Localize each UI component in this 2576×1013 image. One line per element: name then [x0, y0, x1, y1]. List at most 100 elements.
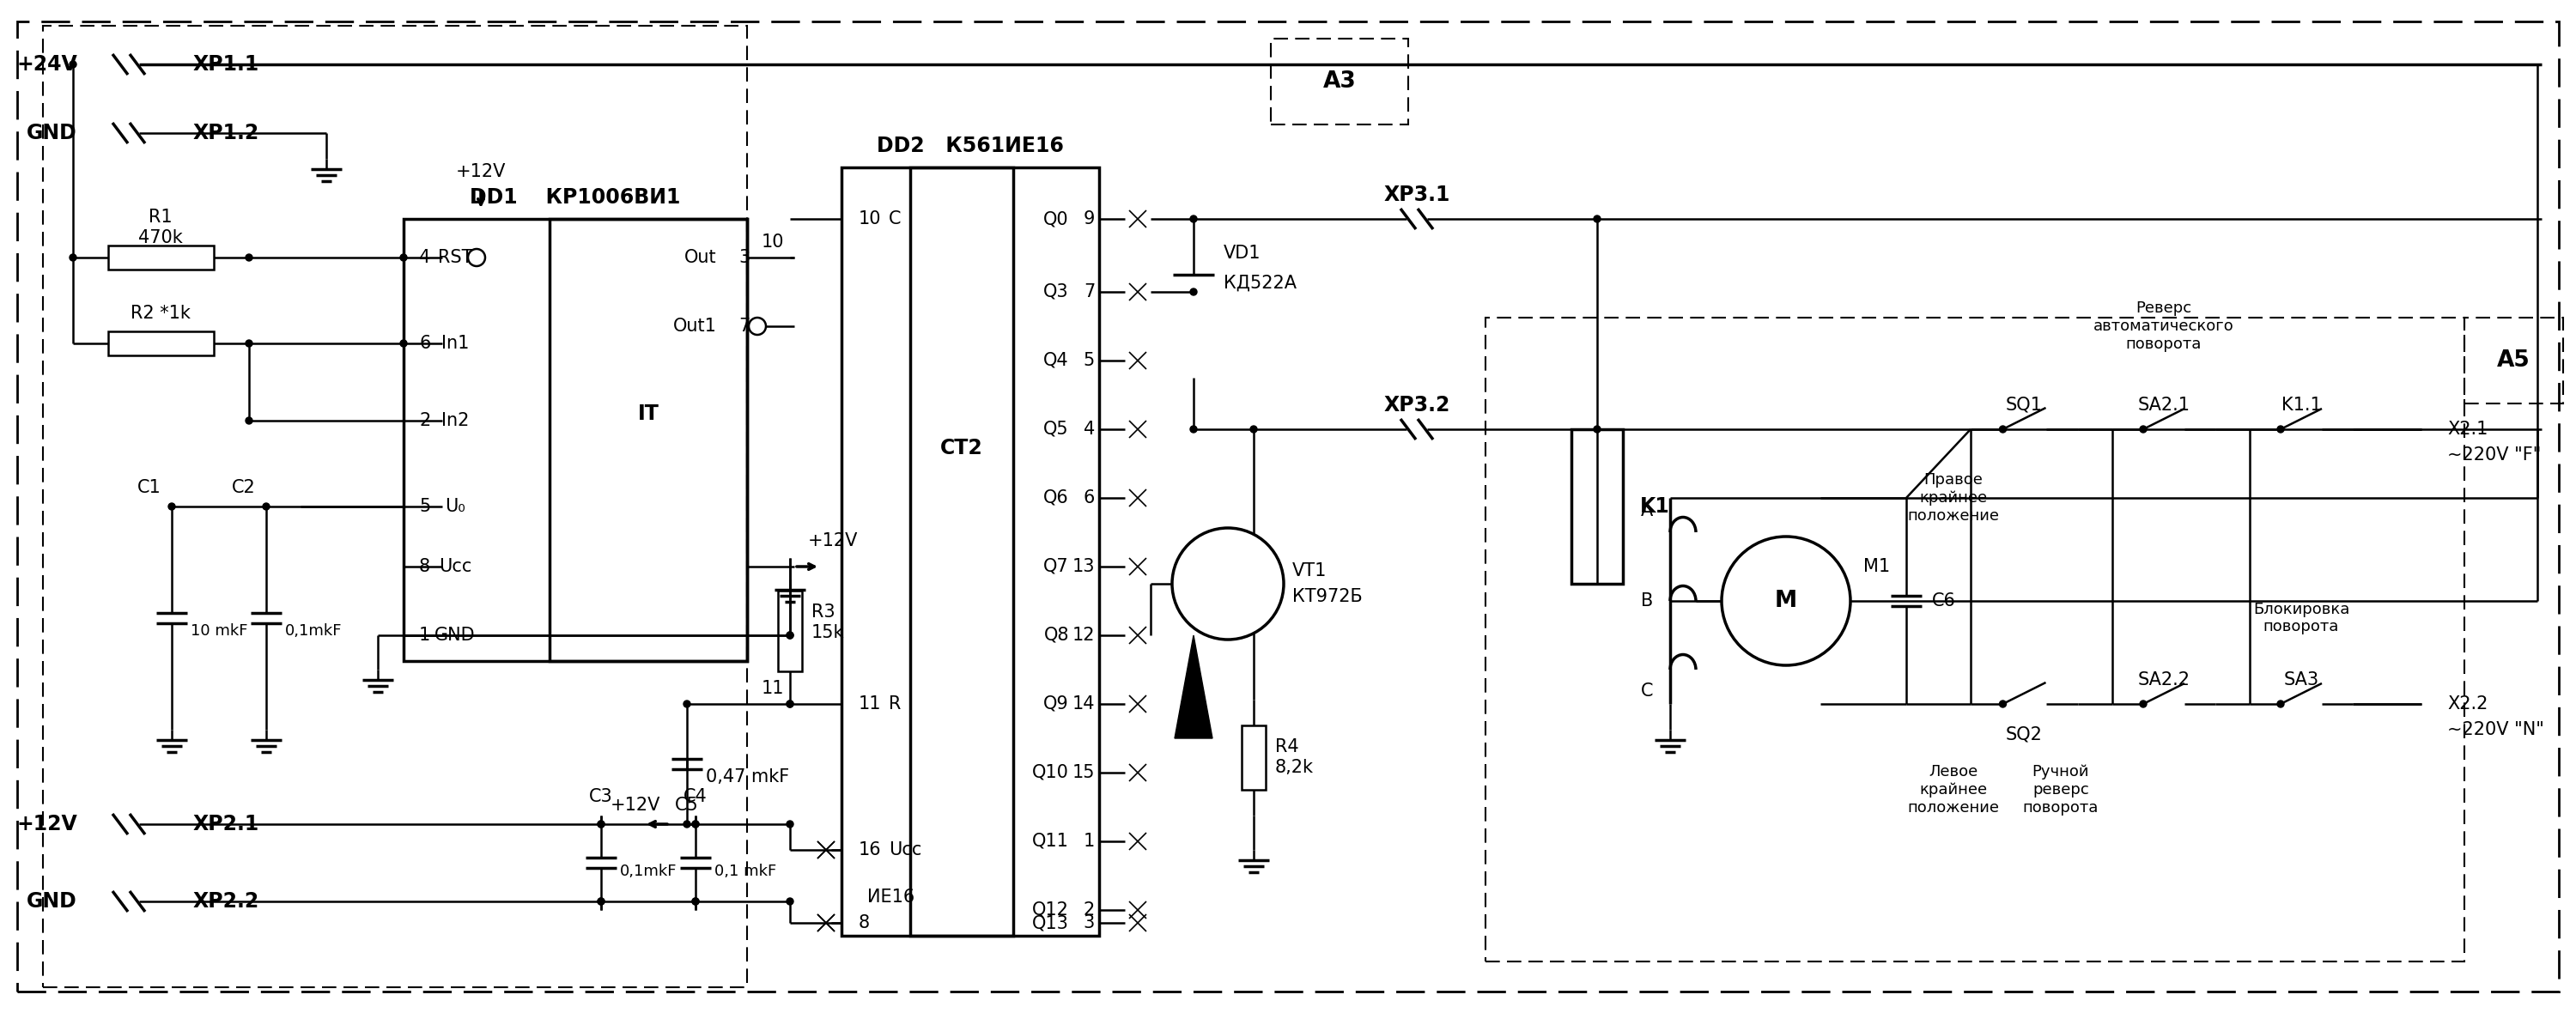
Text: Q6: Q6 — [1043, 489, 1069, 506]
Circle shape — [1721, 537, 1850, 666]
Bar — [404, 219, 747, 661]
Text: +12V: +12V — [456, 163, 505, 180]
Text: DD2   К561ИЕ16: DD2 К561ИЕ16 — [876, 136, 1064, 156]
Text: Q7: Q7 — [1043, 558, 1069, 575]
Text: Q8: Q8 — [1043, 627, 1069, 644]
Text: Out1: Out1 — [672, 318, 716, 335]
Circle shape — [786, 821, 793, 828]
Bar — [909, 167, 1012, 936]
Text: 2: 2 — [1084, 902, 1095, 919]
Text: Q10: Q10 — [1033, 764, 1069, 781]
Circle shape — [245, 340, 252, 346]
Text: +12V: +12V — [809, 532, 858, 549]
Text: SA2.2: SA2.2 — [2138, 672, 2190, 689]
Text: C3: C3 — [590, 788, 613, 805]
Circle shape — [786, 701, 793, 707]
Text: 0,1mkF: 0,1mkF — [286, 623, 343, 639]
Circle shape — [167, 503, 175, 510]
Circle shape — [70, 254, 77, 261]
Text: R4
8,2k: R4 8,2k — [1275, 738, 1314, 776]
Text: 7: 7 — [739, 318, 750, 335]
Text: SA3: SA3 — [2282, 672, 2318, 689]
Circle shape — [683, 821, 690, 828]
Text: SQ2: SQ2 — [2007, 725, 2043, 743]
Circle shape — [786, 701, 793, 707]
Text: +12V: +12V — [611, 796, 659, 813]
Circle shape — [693, 821, 698, 828]
Text: КД522А: КД522А — [1224, 275, 1296, 292]
Circle shape — [245, 254, 252, 261]
Text: 8: 8 — [420, 558, 430, 575]
Text: R2 *1k: R2 *1k — [131, 305, 191, 322]
Text: C: C — [889, 211, 902, 228]
Text: Ucc: Ucc — [438, 558, 471, 575]
Bar — [549, 219, 747, 661]
Text: VT1: VT1 — [1293, 562, 1327, 579]
Text: XP1.2: XP1.2 — [193, 123, 260, 144]
Text: 16: 16 — [858, 842, 881, 858]
Text: VD1: VD1 — [1224, 245, 1262, 261]
Text: +24V: +24V — [15, 54, 77, 75]
Circle shape — [2277, 701, 2285, 707]
Text: 12: 12 — [1072, 627, 1095, 644]
Text: 14: 14 — [1072, 695, 1095, 712]
Text: М: М — [1775, 590, 1798, 612]
Text: R: R — [889, 695, 902, 712]
Circle shape — [399, 254, 407, 261]
Text: In2: In2 — [440, 412, 469, 430]
Circle shape — [693, 898, 698, 905]
Text: ИЕ16: ИЕ16 — [868, 888, 914, 906]
Circle shape — [1172, 528, 1283, 639]
Circle shape — [1595, 425, 1600, 433]
Text: 5: 5 — [420, 498, 430, 515]
Circle shape — [750, 318, 765, 335]
Text: 1: 1 — [1084, 833, 1095, 850]
Circle shape — [1190, 289, 1198, 296]
Text: C: C — [1641, 683, 1654, 700]
Text: Q3: Q3 — [1043, 284, 1069, 301]
Text: U₀: U₀ — [446, 498, 466, 515]
Text: C2: C2 — [232, 479, 255, 496]
Text: ~220V "N": ~220V "N" — [2447, 721, 2545, 738]
Text: 3: 3 — [1084, 915, 1095, 931]
Circle shape — [1595, 216, 1600, 222]
Text: 13: 13 — [1072, 558, 1095, 575]
Bar — [108, 245, 214, 269]
Text: GND: GND — [435, 627, 477, 644]
Text: XP2.2: XP2.2 — [193, 891, 260, 912]
Text: ~220V "F": ~220V "F" — [2447, 447, 2540, 464]
Text: XP1.1: XP1.1 — [193, 54, 260, 75]
Text: Out: Out — [685, 249, 716, 266]
Text: Ручной
реверс
поворота: Ручной реверс поворота — [2022, 764, 2099, 815]
Text: X2.2: X2.2 — [2447, 695, 2488, 712]
Text: 2: 2 — [420, 412, 430, 430]
Circle shape — [2277, 425, 2285, 433]
Text: SA2.1: SA2.1 — [2138, 397, 2190, 413]
Text: GND: GND — [26, 891, 77, 912]
Text: DD1    КР1006ВИ1: DD1 КР1006ВИ1 — [469, 187, 680, 208]
Text: А3: А3 — [1324, 70, 1355, 93]
Text: A: A — [1641, 502, 1654, 520]
Text: 1: 1 — [420, 627, 430, 644]
Circle shape — [683, 701, 690, 707]
Text: 6: 6 — [420, 335, 430, 352]
Circle shape — [1190, 216, 1198, 222]
Text: K1: K1 — [1641, 496, 1669, 517]
Circle shape — [1999, 425, 2007, 433]
Text: +12V: +12V — [15, 813, 77, 835]
Text: XP3.2: XP3.2 — [1383, 395, 1450, 415]
Bar — [1242, 725, 1265, 789]
Text: 7: 7 — [1084, 284, 1095, 301]
Text: 0,1mkF: 0,1mkF — [621, 864, 677, 879]
Text: Q12: Q12 — [1033, 902, 1069, 919]
Circle shape — [1999, 701, 2007, 707]
Text: Блокировка
поворота: Блокировка поворота — [2254, 602, 2349, 635]
Text: X2.1: X2.1 — [2447, 420, 2488, 438]
Text: 6: 6 — [1084, 489, 1095, 506]
Text: 8: 8 — [858, 915, 871, 931]
Circle shape — [469, 249, 484, 266]
Circle shape — [1249, 425, 1257, 433]
Bar — [842, 167, 1100, 936]
Text: K1.1: K1.1 — [2282, 397, 2321, 413]
Text: Q9: Q9 — [1043, 695, 1069, 712]
